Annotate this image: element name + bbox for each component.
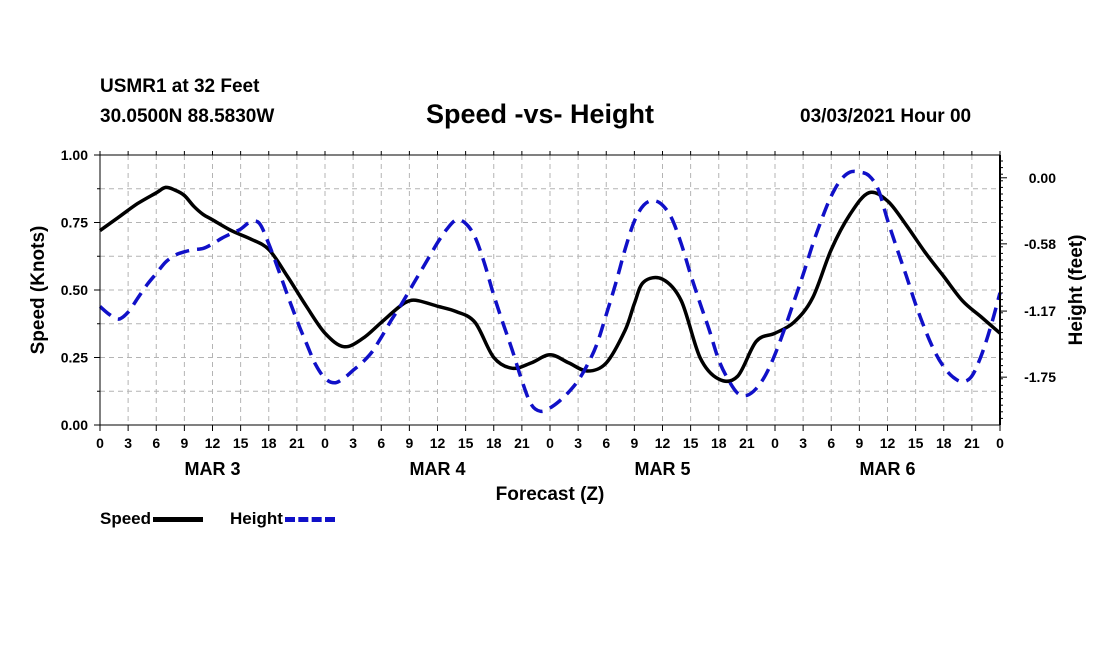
forecast-datetime: 03/03/2021 Hour 00: [800, 106, 972, 127]
x-tick-label: 15: [908, 435, 924, 451]
height-series-line: [98, 169, 1002, 414]
day-label: MAR 6: [859, 459, 915, 479]
coordinates-label: 30.0500N 88.5830W: [100, 106, 275, 127]
day-label: MAR 4: [409, 459, 465, 479]
day-label: MAR 5: [634, 459, 690, 479]
x-tick-label: 9: [180, 435, 188, 451]
x-tick-label: 21: [739, 435, 755, 451]
y2-tick-label: -1.75: [1024, 369, 1056, 385]
x-tick-label: 0: [96, 435, 104, 451]
legend-speed-label: Speed: [100, 509, 152, 528]
x-tick-label: 12: [430, 435, 446, 451]
x-tick-label: 15: [458, 435, 474, 451]
station-label: USMR1 at 32 Feet: [100, 76, 260, 97]
x-tick-label: 12: [880, 435, 896, 451]
y2-tick-label: -1.17: [1024, 303, 1056, 319]
x-tick-label: 0: [321, 435, 329, 451]
x-tick-label: 18: [486, 435, 502, 451]
y2-tick-label: 0.00: [1029, 170, 1056, 186]
x-tick-label: 3: [124, 435, 132, 451]
y2-axis-title: Height (feet): [1066, 235, 1087, 346]
x-tick-label: 3: [799, 435, 807, 451]
legend-height-swatch: [284, 516, 335, 522]
speed-series-line: [98, 185, 1002, 384]
x-tick-label: 9: [405, 435, 413, 451]
x-tick-label: 21: [964, 435, 980, 451]
chart-title: Speed -vs- Height: [426, 99, 655, 129]
y-tick-label: 1.00: [61, 147, 88, 163]
x-axis-title: Forecast (Z): [496, 484, 605, 505]
x-tick-label: 18: [711, 435, 727, 451]
x-tick-label: 9: [630, 435, 638, 451]
legend-height: Height: [230, 509, 335, 529]
y-tick-label: 0.25: [61, 350, 88, 366]
x-tick-label: 0: [996, 435, 1004, 451]
x-tick-label: 6: [152, 435, 160, 451]
x-tick-label: 3: [574, 435, 582, 451]
x-tick-label: 21: [514, 435, 530, 451]
legend-speed-swatch: [153, 516, 204, 522]
y-tick-label: 0.00: [61, 417, 88, 433]
x-tick-label: 12: [205, 435, 221, 451]
legend-speed: Speed: [100, 509, 204, 529]
x-tick-label: 6: [827, 435, 835, 451]
x-tick-label: 15: [683, 435, 699, 451]
x-tick-label: 3: [349, 435, 357, 451]
x-tick-label: 9: [855, 435, 863, 451]
x-tick-label: 6: [377, 435, 385, 451]
x-tick-label: 18: [261, 435, 277, 451]
x-tick-label: 18: [936, 435, 952, 451]
x-tick-label: 0: [546, 435, 554, 451]
y2-tick-label: -0.58: [1024, 236, 1056, 252]
day-label: MAR 3: [184, 459, 240, 479]
x-tick-label: 0: [771, 435, 779, 451]
y-tick-label: 0.75: [61, 215, 88, 231]
y-tick-label: 0.50: [61, 282, 88, 298]
y-axis-title: Speed (Knots): [28, 226, 49, 355]
x-tick-label: 21: [289, 435, 305, 451]
x-tick-label: 12: [655, 435, 671, 451]
legend-height-label: Height: [230, 509, 283, 528]
x-tick-label: 15: [233, 435, 249, 451]
x-tick-label: 6: [602, 435, 610, 451]
